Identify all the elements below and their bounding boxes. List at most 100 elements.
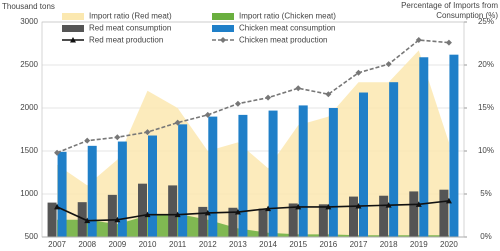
bar xyxy=(318,204,328,237)
marker xyxy=(295,203,302,210)
marker xyxy=(144,211,151,218)
marker xyxy=(265,94,272,101)
y-axis-title: Thousand tons xyxy=(2,2,55,11)
legend-label: Chicken meat consumption xyxy=(239,24,336,33)
y-tick-label: 2500 xyxy=(20,60,38,69)
marker xyxy=(144,129,151,136)
bar xyxy=(178,124,188,237)
legend-marker xyxy=(220,37,226,43)
x-tick-label: 2017 xyxy=(350,240,368,249)
x-tick-label: 2014 xyxy=(259,240,277,249)
y-tick-label: 2000 xyxy=(20,103,38,112)
bar xyxy=(449,54,459,238)
bar xyxy=(379,195,389,237)
x-tick-label: 2009 xyxy=(108,240,126,249)
marker xyxy=(295,85,302,92)
legend-swatch xyxy=(62,25,84,32)
plot-frame xyxy=(41,21,465,238)
x-tick-label: 2016 xyxy=(319,240,337,249)
x-tick-label: 2019 xyxy=(410,240,428,249)
x-tick-label: 2018 xyxy=(380,240,398,249)
marker xyxy=(204,111,211,118)
marker xyxy=(385,202,392,208)
y-tick-label: 500 xyxy=(25,232,39,241)
bar xyxy=(359,92,368,238)
marker xyxy=(174,211,181,218)
x-tick-label: 2011 xyxy=(169,240,187,249)
bar xyxy=(228,207,238,237)
y-tick-label: 3000 xyxy=(20,17,38,26)
legend-label: Import ratio (Red meat) xyxy=(89,12,172,21)
bar xyxy=(288,203,298,237)
marker xyxy=(415,201,422,207)
legend-label: Red meat consumption xyxy=(89,24,171,33)
x-tick-label: 2008 xyxy=(78,240,96,249)
marker xyxy=(234,100,241,107)
marker xyxy=(355,203,362,209)
bar xyxy=(168,185,178,237)
bar xyxy=(389,82,399,237)
x-tick-label: 2010 xyxy=(139,240,157,249)
bar xyxy=(439,189,449,237)
bar xyxy=(87,145,97,237)
y2-tick-label: 15% xyxy=(478,103,494,112)
legend-label: Import ratio (Chicken meat) xyxy=(239,12,336,21)
marker xyxy=(234,209,241,215)
bar xyxy=(117,141,127,237)
marker xyxy=(84,217,91,224)
y2-tick-label: 25% xyxy=(478,17,494,26)
bar xyxy=(328,108,338,237)
marker xyxy=(415,37,422,44)
bar xyxy=(258,208,268,237)
bar xyxy=(238,114,248,237)
bar xyxy=(349,196,358,237)
x-tick-label: 2013 xyxy=(229,240,247,249)
marker xyxy=(325,203,332,210)
y-tick-label: 1000 xyxy=(20,189,38,198)
y2-tick-label: 5% xyxy=(480,189,492,198)
line xyxy=(56,39,449,154)
marker xyxy=(54,203,61,210)
legend-marker xyxy=(70,37,76,43)
y2-axis-title: Percentage of Imports from Consumption (… xyxy=(401,1,498,20)
marker xyxy=(445,197,452,204)
marker xyxy=(445,39,452,46)
line xyxy=(56,200,450,222)
marker xyxy=(114,134,121,141)
bar xyxy=(138,183,147,237)
bar xyxy=(57,151,67,237)
y2-tick-label: 10% xyxy=(478,146,494,155)
bar xyxy=(77,202,87,237)
marker xyxy=(54,149,61,156)
bar xyxy=(208,116,218,237)
marker xyxy=(355,69,362,76)
y2-tick-label: 0% xyxy=(480,232,492,241)
marker xyxy=(265,205,272,212)
bar xyxy=(298,105,308,237)
y-tick-label: 1500 xyxy=(20,146,38,155)
marker xyxy=(325,91,332,98)
y2-tick-label: 20% xyxy=(478,60,494,69)
legend-swatch xyxy=(212,13,234,20)
legend-swatch xyxy=(62,13,84,20)
marker xyxy=(174,119,181,126)
x-tick-label: 2015 xyxy=(289,240,307,249)
bar xyxy=(107,194,117,237)
x-tick-label: 2012 xyxy=(199,240,217,249)
bar xyxy=(47,202,57,237)
bar xyxy=(148,135,157,237)
legend-swatch xyxy=(212,25,234,32)
marker xyxy=(84,137,91,144)
legend-label: Chicken meat production xyxy=(239,36,328,45)
bar xyxy=(268,110,278,237)
bar xyxy=(409,191,419,237)
x-tick-label: 2020 xyxy=(440,240,458,249)
legend-label: Red meat production xyxy=(89,36,163,45)
bar xyxy=(198,206,208,237)
marker xyxy=(385,61,392,68)
marker xyxy=(204,209,211,216)
marker xyxy=(114,216,121,223)
x-tick-label: 2007 xyxy=(48,240,66,249)
